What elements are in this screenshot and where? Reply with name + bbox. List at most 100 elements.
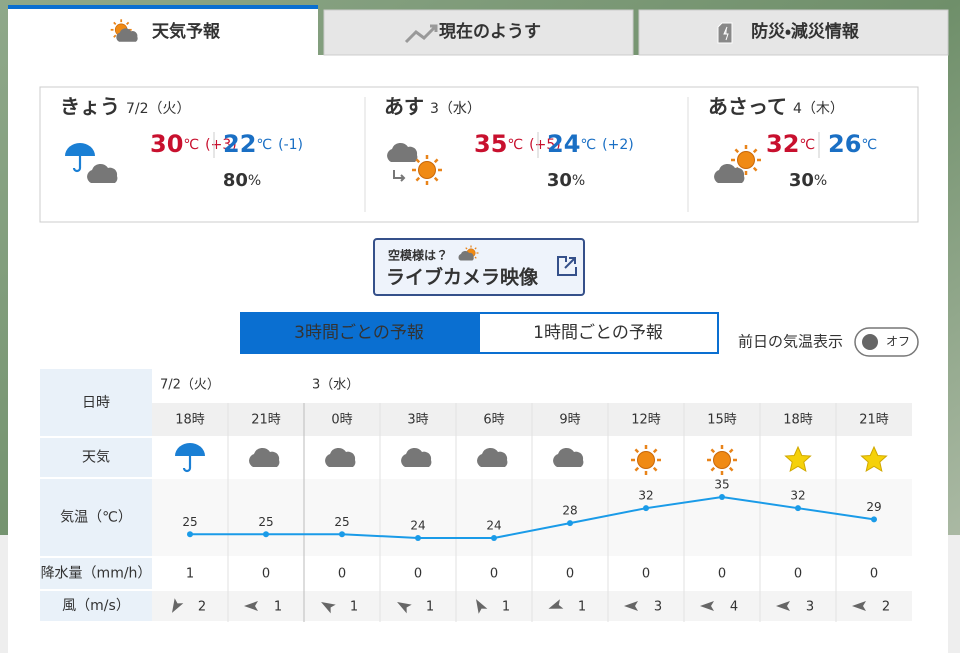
- high-value: 30: [150, 130, 183, 158]
- day-name: きょう: [60, 95, 120, 119]
- hour-label: 18時: [175, 413, 205, 428]
- wind-value: 1: [578, 600, 586, 615]
- row-label: 風（m/s）: [62, 598, 130, 614]
- wind-value: 1: [350, 600, 358, 615]
- day-name: あす: [384, 95, 424, 119]
- tab-indicator: [8, 5, 318, 9]
- precip-value: 1: [186, 567, 194, 582]
- temp-point: [415, 535, 421, 541]
- high-diff: (+3): [205, 137, 237, 153]
- temp-point: [263, 531, 269, 538]
- precip-value: 0: [642, 567, 650, 582]
- date-label: 3（水）: [312, 378, 359, 393]
- hour-label: 6時: [483, 413, 504, 428]
- unit: ℃: [799, 137, 815, 153]
- high-diff: (+5): [529, 137, 561, 153]
- low-value: 22: [223, 130, 256, 158]
- mode-label[interactable]: 3時間ごとの予報: [294, 323, 424, 343]
- wind-value: 1: [502, 600, 510, 615]
- wind-value: 1: [426, 600, 434, 615]
- row-label: 天気: [82, 450, 110, 466]
- unit: %: [572, 173, 585, 189]
- daily-box: [39, 86, 919, 223]
- temp-point: [871, 516, 877, 523]
- external-link-icon: [557, 256, 577, 276]
- hour-label: 21時: [859, 413, 889, 428]
- toggle-state: オフ: [886, 335, 910, 349]
- low-temp: 24℃ (+2): [547, 130, 634, 158]
- precip-value: 0: [566, 567, 574, 582]
- temp-label: 24: [486, 519, 501, 533]
- unit: %: [814, 173, 827, 189]
- unit: ℃: [183, 137, 199, 153]
- pop-value: 80: [223, 170, 248, 191]
- high-temp: 32℃: [766, 130, 815, 158]
- low-temp: 26℃: [828, 130, 877, 158]
- wind-value: 2: [198, 600, 206, 615]
- wind-value: 3: [806, 600, 814, 615]
- live-camera-button[interactable]: [373, 238, 585, 296]
- unit: ℃: [580, 137, 596, 153]
- temp-point: [491, 535, 497, 541]
- table-label-column: [40, 369, 152, 622]
- high-temp: 35℃ (+5): [474, 130, 561, 158]
- day-name: あさって: [708, 95, 787, 119]
- temp-point: [795, 505, 801, 512]
- mode-button[interactable]: [478, 312, 719, 354]
- hour-label: 3時: [407, 413, 428, 428]
- temp-label: 35: [714, 478, 729, 492]
- unit: ℃: [861, 137, 877, 153]
- live-camera-caption: 空模様は？: [388, 248, 448, 263]
- hour-label: 12時: [631, 413, 661, 428]
- precip-value: 0: [414, 567, 422, 582]
- high-value: 32: [766, 130, 799, 158]
- date-label: 7/2（火）: [160, 378, 220, 393]
- toggle-knob: [862, 334, 878, 350]
- wind-value: 3: [654, 600, 662, 615]
- row-label: 気温（℃）: [60, 510, 132, 526]
- precip-value: 0: [338, 567, 346, 582]
- low-temp: 22℃ (-1): [223, 130, 303, 158]
- precip-prob: 80%: [223, 170, 261, 191]
- temp-point: [643, 505, 649, 512]
- wind-value: 1: [274, 600, 282, 615]
- tab-label: 現在のようす: [439, 21, 541, 42]
- tab[interactable]: [638, 9, 949, 56]
- temp-label: 24: [410, 519, 425, 533]
- precip-prob: 30%: [789, 170, 827, 191]
- row-label: 日時: [82, 395, 110, 411]
- temp-label: 25: [334, 515, 349, 529]
- hour-label: 21時: [251, 413, 281, 428]
- tab[interactable]: [323, 9, 634, 56]
- unit: ℃: [256, 137, 272, 153]
- mode-button-active[interactable]: [240, 312, 478, 354]
- temp-label: 32: [638, 489, 653, 503]
- high-temp: 30℃ (+3): [150, 130, 237, 158]
- temp-point: [339, 531, 345, 538]
- pop-value: 30: [547, 170, 572, 191]
- tab-label: 防災・減災情報: [751, 21, 860, 42]
- row-label: 降水量（mm/h）: [41, 566, 152, 582]
- precip-value: 0: [718, 567, 726, 582]
- tab-icon: [404, 24, 438, 44]
- weather-icon: [387, 142, 444, 187]
- temp-point: [187, 531, 193, 538]
- temp-line: [190, 495, 875, 539]
- low-value: 24: [547, 130, 580, 158]
- low-diff: (-1): [278, 137, 303, 153]
- temp-label: 32: [790, 489, 805, 503]
- tab-icon: [717, 22, 733, 44]
- temp-point: [567, 520, 573, 527]
- mode-label[interactable]: 1時間ごとの予報: [533, 323, 663, 343]
- precip-value: 0: [870, 567, 878, 582]
- temp-point: [719, 494, 725, 500]
- wind-value: 2: [882, 600, 890, 615]
- tab-active[interactable]: [8, 5, 318, 55]
- tab-label: 天気予報: [152, 21, 221, 42]
- unit: ℃: [507, 137, 523, 153]
- hour-label: 0時: [331, 413, 352, 428]
- day-date: 3（水）: [430, 101, 481, 117]
- precip-prob: 30%: [547, 170, 585, 191]
